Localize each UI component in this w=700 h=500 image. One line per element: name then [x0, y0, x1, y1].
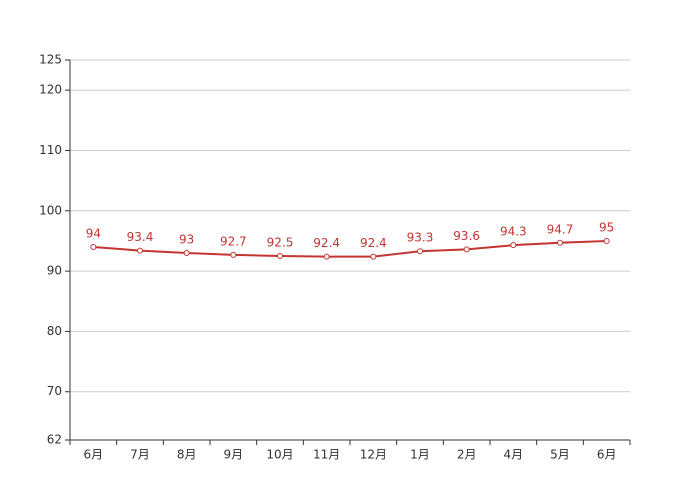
y-tick-label: 90 [47, 264, 62, 278]
y-tick-label: 125 [39, 53, 62, 67]
x-tick-label: 2月 [457, 448, 477, 462]
x-tick-label: 5月 [550, 448, 570, 462]
data-label: 92.7 [220, 234, 247, 248]
point [277, 253, 283, 260]
y-tick-label: 80 [47, 324, 62, 338]
data-label: 92.4 [313, 236, 340, 250]
point [510, 242, 517, 249]
y-tick-label: 110 [39, 143, 62, 157]
x-tick-label: 7月 [130, 448, 150, 462]
point [183, 250, 190, 257]
point [90, 243, 97, 250]
point [417, 248, 423, 255]
y-tick-label: 120 [39, 83, 62, 97]
data-label: 94 [86, 226, 101, 240]
point [230, 251, 237, 258]
data-label: 93.4 [127, 230, 154, 244]
x-tick-label: 1月 [410, 448, 430, 462]
x-tick-label: 6月 [84, 448, 104, 462]
line [93, 239, 607, 258]
data-label: 94.3 [500, 225, 527, 239]
x-tick-label: 4月 [504, 448, 524, 462]
x-tick-label: 10月 [266, 448, 293, 462]
x-tick-label: 12月 [360, 448, 387, 462]
data-label: 94.7 [547, 222, 574, 236]
y-tick-label: 100 [39, 203, 62, 217]
x-tick-label: 9月 [224, 448, 244, 462]
data-label: 93.6 [453, 229, 480, 243]
x-tick-label: 6月 [597, 448, 617, 462]
x-tick-label: 11月 [313, 448, 340, 462]
point [557, 239, 563, 246]
y-tick-label: 62 [47, 433, 62, 447]
x-tick-label: 8月 [177, 448, 197, 462]
data-label: 92.4 [360, 236, 387, 250]
data-label: 92.5 [267, 236, 294, 250]
point [323, 253, 330, 260]
point [463, 246, 470, 253]
point [370, 253, 377, 260]
data-label: 93.3 [407, 231, 434, 245]
point [137, 247, 143, 254]
data-label: 93 [179, 233, 194, 247]
y-tick-label: 70 [47, 384, 62, 398]
point [603, 237, 610, 244]
data-label: 95 [599, 220, 614, 234]
